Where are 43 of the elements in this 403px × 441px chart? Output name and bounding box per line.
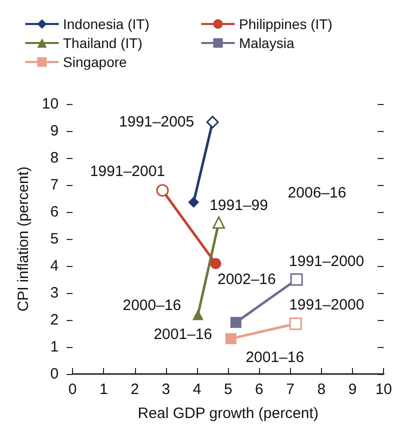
- x-tick-label: 1: [100, 381, 108, 398]
- point: [210, 258, 222, 270]
- x-axis-title: Real GDP growth (percent): [138, 405, 318, 422]
- x-tick-label: 4: [192, 381, 202, 398]
- legend-label: Indonesia (IT): [63, 16, 150, 32]
- y-tick-label: 6: [50, 204, 59, 220]
- x-tick-label: 8: [317, 381, 326, 398]
- y-tick-label: 5: [50, 230, 59, 248]
- point: [230, 316, 242, 328]
- y-tick-label: 7: [50, 176, 59, 194]
- y-tick-label: 9: [50, 122, 59, 140]
- x-tick-label: 7: [286, 381, 295, 398]
- x-tick-label: 0: [68, 381, 77, 398]
- legend-label: Malaysia: [239, 35, 294, 51]
- y-tick-label: 1: [50, 338, 59, 356]
- y-tick-label: 3: [50, 284, 59, 302]
- y-tick-label: 4: [50, 258, 59, 274]
- y-tick-label: 2: [50, 312, 59, 328]
- legend-label: Singapore: [63, 54, 128, 70]
- x-tick-label: 10: [375, 381, 392, 398]
- x-tick-label: 6: [255, 381, 264, 398]
- annotation: 2001–16: [154, 326, 212, 344]
- annotation: 1991–99: [210, 197, 268, 214]
- legend-label: Thailand (IT): [63, 35, 142, 51]
- x-tick-label: 3: [162, 381, 170, 398]
- annotation: 2002–16: [217, 271, 276, 288]
- x-tick-label: 9: [348, 381, 357, 398]
- y-axis-title: CPI inflation (percent): [15, 166, 32, 312]
- y-tick-label: 8: [50, 150, 59, 166]
- x-tick-label: 2: [130, 381, 139, 398]
- annotation: 1991–2000: [289, 296, 364, 314]
- point: [188, 196, 200, 208]
- annotation: 1991–2001: [90, 162, 166, 180]
- annotation: 2000–16: [122, 297, 182, 314]
- annotation: 1991–2005: [119, 114, 194, 131]
- point: [225, 333, 236, 344]
- annotation: 2006–16: [288, 184, 346, 202]
- annotation: 2001–16: [246, 348, 304, 366]
- y-tick-label: 0: [50, 366, 59, 382]
- y-tick-label: 10: [42, 96, 59, 112]
- x-tick-label: 5: [224, 381, 232, 398]
- legend-label: Philippines (IT): [239, 16, 332, 32]
- annotation: 1991–2000: [289, 253, 364, 270]
